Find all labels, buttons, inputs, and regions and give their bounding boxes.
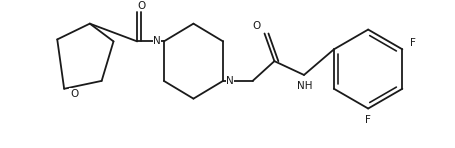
Text: O: O — [252, 21, 260, 31]
Text: O: O — [70, 89, 78, 99]
Text: N: N — [153, 36, 161, 46]
Text: F: F — [409, 38, 415, 48]
Text: F: F — [364, 115, 370, 125]
Text: NH: NH — [297, 81, 312, 91]
Text: N: N — [226, 76, 233, 86]
Text: O: O — [136, 1, 145, 11]
